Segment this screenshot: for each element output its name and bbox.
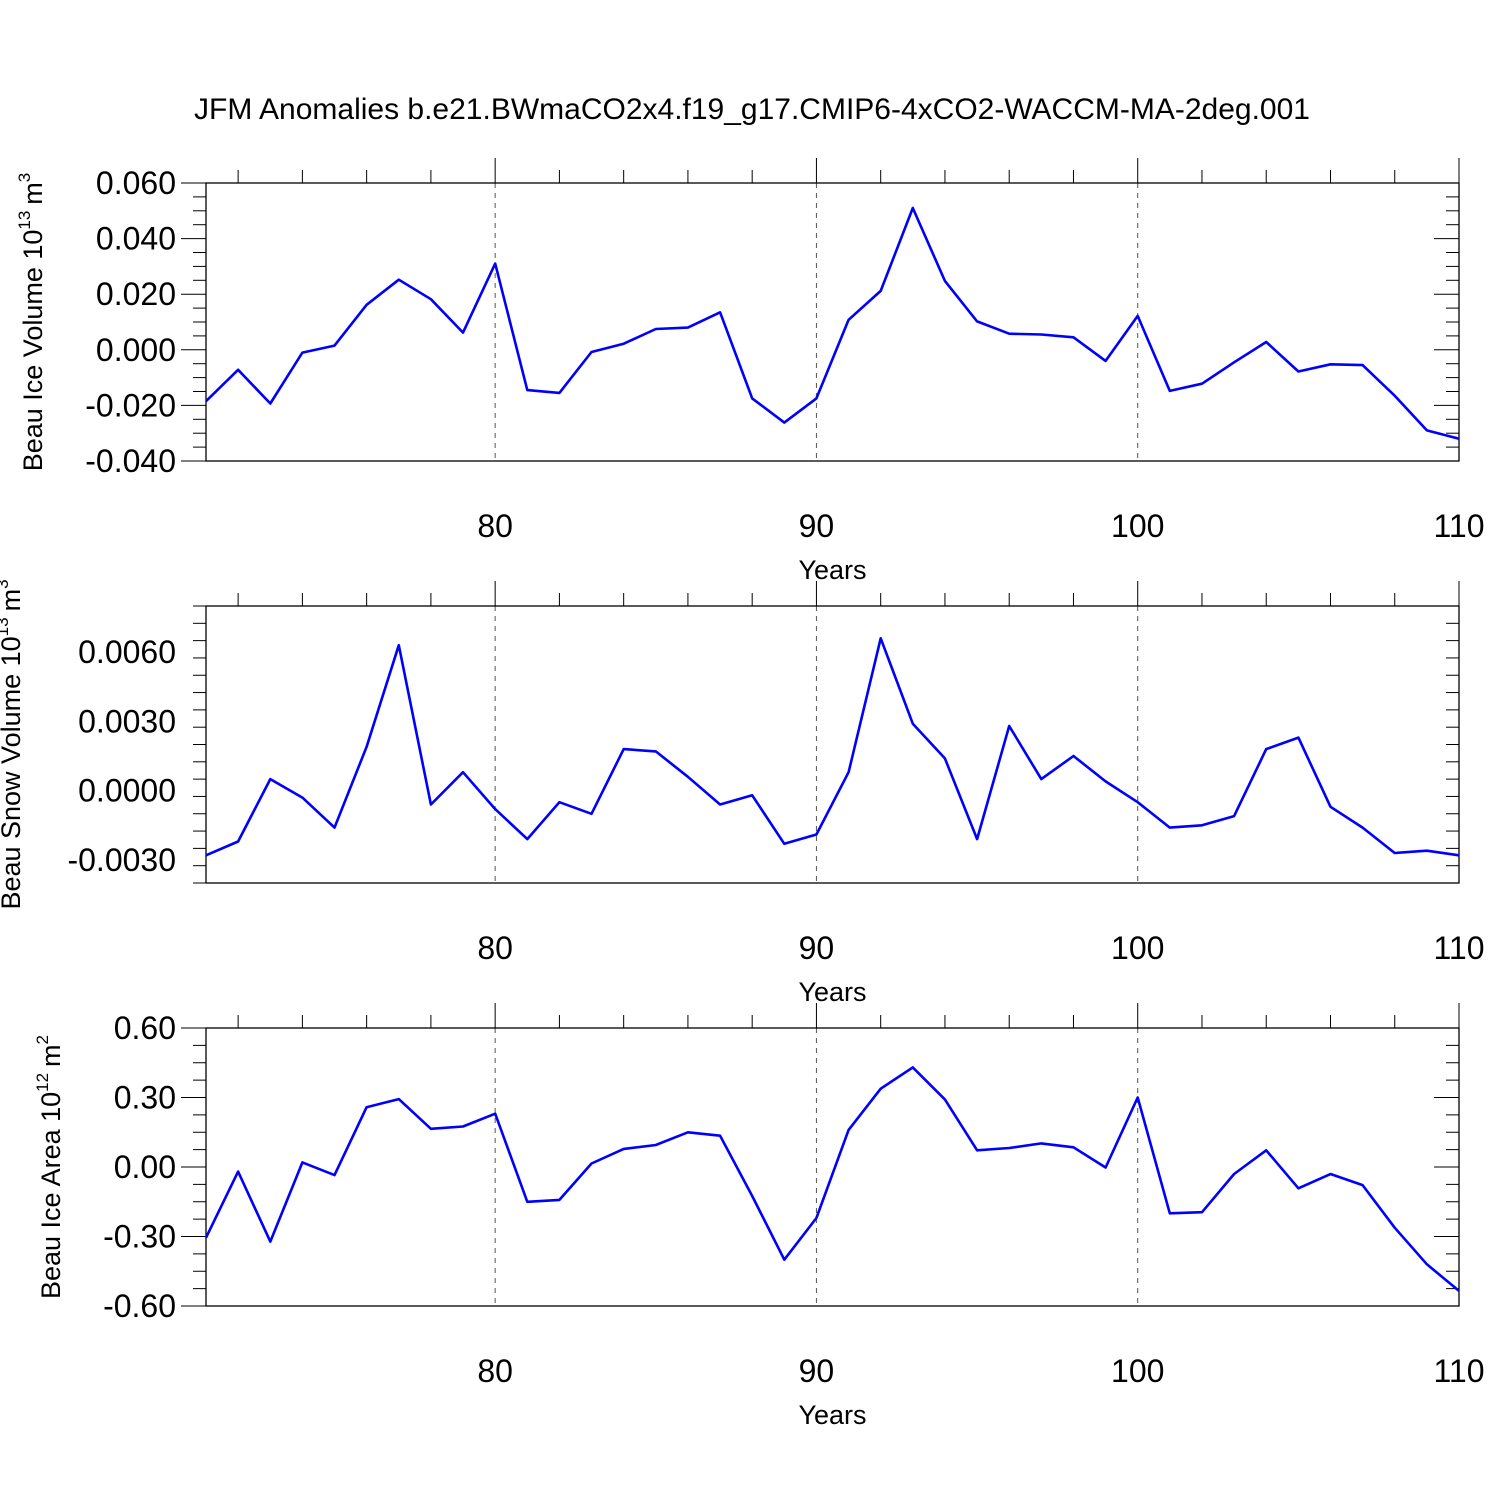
y-tick-label: -0.60	[103, 1288, 176, 1324]
y-axis-label-text: Beau Ice Volume 10	[18, 230, 48, 472]
x-tick-label: 100	[1111, 930, 1164, 966]
x-tick-label: 80	[477, 508, 513, 544]
y-tick-label: 0.0000	[78, 773, 176, 809]
y-axis-label-unit: m	[36, 1044, 66, 1067]
x-axis-label: Years	[798, 555, 866, 585]
x-tick-label: 90	[799, 508, 835, 544]
panels: 0.060 0.040 0.020 0.000 -0.020 -0.040 80 90 100 1…	[0, 158, 1485, 1430]
y-axis-label-unit-exponent: 2	[33, 1035, 52, 1044]
y-axis-label-unit: m	[18, 182, 48, 205]
y-tick-label: 0.0060	[78, 634, 176, 670]
y-axis-label-exponent: 13	[0, 617, 12, 636]
x-axis-label: Years	[798, 1400, 866, 1430]
plot-frame	[205, 182, 1460, 462]
x-tick-label: 90	[799, 930, 835, 966]
x-tick-label: 100	[1111, 508, 1164, 544]
x-tick-label: 100	[1111, 1353, 1164, 1389]
y-tick-label: 0.040	[96, 221, 176, 257]
chart-title: JFM Anomalies b.e21.BWmaCO2x4.f19_g17.CM…	[194, 93, 1310, 126]
y-tick-label: -0.0030	[67, 842, 176, 878]
plot-frame	[205, 1027, 1460, 1307]
series-line	[205, 206, 1460, 441]
y-tick-label: 0.060	[96, 165, 176, 201]
y-axis-label-exponent: 12	[33, 1073, 52, 1092]
x-tick-label: 90	[799, 1353, 835, 1389]
y-axis-label: Beau Ice Volume 1013 m3	[15, 173, 48, 472]
y-axis-label-exponent: 13	[15, 211, 34, 230]
y-tick-label: -0.040	[85, 443, 176, 479]
series-line	[205, 636, 1460, 857]
series-line	[204, 1066, 1460, 1292]
y-tick-label: -0.30	[103, 1219, 176, 1255]
y-axis-label-unit: m	[0, 589, 26, 612]
x-axis-label: Years	[798, 977, 866, 1007]
panel-2: 0.0060 0.0030 0.0000 -0.0030 80 90 100 110 Years…	[0, 579, 1485, 1007]
y-tick-label: 0.60	[114, 1010, 176, 1046]
panel-3: 0.60 0.30 0.00 -0.30 -0.60 80 90 100 110 Years Bea…	[33, 1003, 1485, 1430]
y-tick-label: 0.000	[96, 332, 176, 368]
plot-frame	[205, 605, 1460, 884]
y-axis-label-text: Beau Snow Volume 10	[0, 636, 26, 909]
x-tick-label: 110	[1433, 1353, 1484, 1389]
y-axis-label-unit-exponent: 3	[15, 173, 34, 182]
y-tick-label: 0.00	[114, 1149, 176, 1185]
y-axis-label: Beau Snow Volume 1013 m3	[0, 579, 26, 909]
y-tick-label: -0.020	[85, 387, 176, 423]
y-axis-label-text: Beau Ice Area 10	[36, 1092, 66, 1299]
x-tick-label: 110	[1433, 930, 1484, 966]
y-axis-label-unit-exponent: 3	[0, 579, 12, 588]
x-tick-label: 110	[1433, 508, 1484, 544]
y-tick-label: 0.0030	[78, 703, 176, 739]
x-tick-label: 80	[477, 1353, 513, 1389]
y-tick-label: 0.020	[96, 276, 176, 312]
y-tick-label: 0.30	[114, 1080, 176, 1116]
y-axis-label: Beau Ice Area 1012 m2	[33, 1035, 66, 1299]
x-tick-label: 80	[477, 930, 513, 966]
panel-1: 0.060 0.040 0.020 0.000 -0.020 -0.040 80 90 100 1…	[15, 158, 1485, 585]
